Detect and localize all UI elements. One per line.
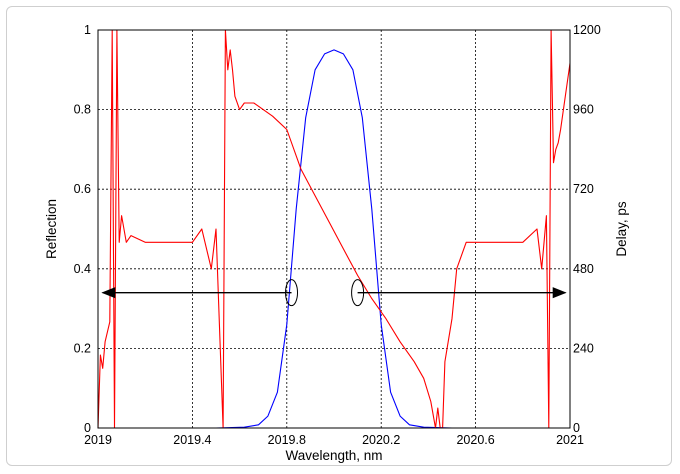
grid-lines xyxy=(98,30,570,428)
right-y-tick-label: 960 xyxy=(573,103,594,117)
right-y-tick-label: 1200 xyxy=(573,23,601,37)
x-tick-label: 2019.8 xyxy=(268,433,306,447)
delay-line xyxy=(97,29,571,429)
right-y-tick-label: 720 xyxy=(573,182,594,196)
x-tick-label: 2019.4 xyxy=(173,433,211,447)
left-y-tick-label: 0 xyxy=(84,421,91,435)
x-axis-label: Wavelength, nm xyxy=(285,448,382,463)
left-y-tick-label: 0.6 xyxy=(74,182,91,196)
plot-area-border xyxy=(97,29,571,429)
x-tick-label: 2021 xyxy=(556,433,584,447)
right-y-tick-label: 240 xyxy=(573,341,594,355)
series-group xyxy=(97,29,571,429)
right-y-tick-label: 0 xyxy=(573,421,580,435)
left-y-tick-label: 0.2 xyxy=(74,341,91,355)
tick-labels: 2019 2019.4 2019.8 2020.2 2020.6 202100.20.40… xyxy=(74,23,601,447)
left-y-tick-label: 1 xyxy=(84,23,91,37)
x-tick-label: 2020.6 xyxy=(456,433,494,447)
reflection-line xyxy=(98,49,570,429)
annotations-group xyxy=(101,279,567,307)
right-y-tick-label: 480 xyxy=(573,262,594,276)
x-tick-label: 2020.2 xyxy=(362,433,400,447)
left-y-axis-label: Reflection xyxy=(44,199,59,259)
curve-marker-ellipse xyxy=(285,279,299,307)
left-y-tick-label: 0.8 xyxy=(74,103,91,117)
curve-marker-ellipse xyxy=(351,279,365,307)
right-y-axis-label: Delay, ps xyxy=(614,201,629,257)
left-y-tick-label: 0.4 xyxy=(74,262,91,276)
x-tick-label: 2019 xyxy=(84,433,112,447)
